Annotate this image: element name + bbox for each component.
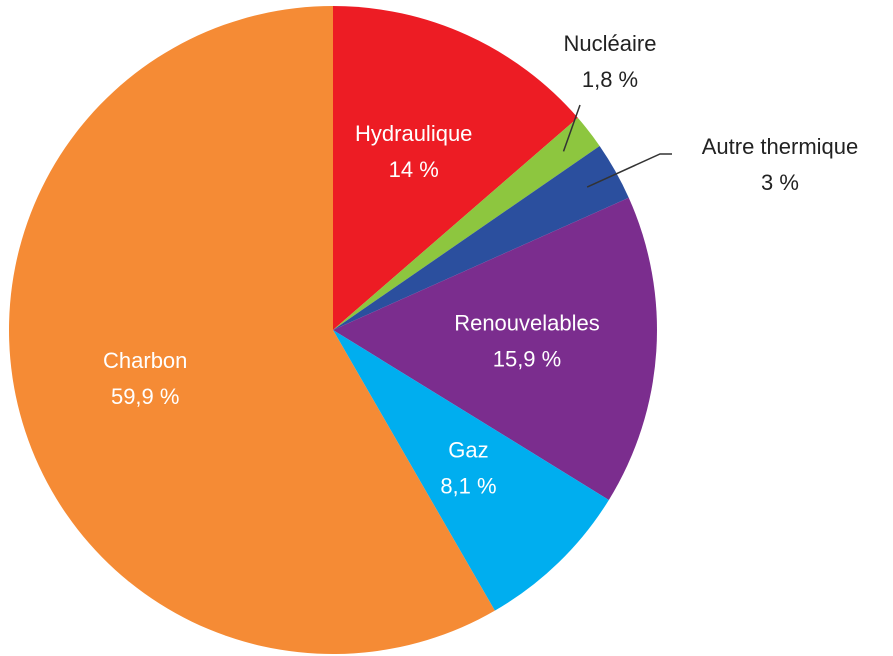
slice-value: 15,9 % bbox=[493, 347, 562, 372]
pie-slice bbox=[9, 6, 495, 654]
slice-label: Gaz bbox=[448, 437, 488, 462]
slice-value: 1,8 % bbox=[582, 67, 638, 92]
slice-label: Nucléaire bbox=[564, 31, 657, 56]
slice-label: Autre thermique bbox=[702, 134, 859, 159]
slice-label: Charbon bbox=[103, 348, 187, 373]
slice-value: 14 % bbox=[389, 157, 439, 182]
pie-slice bbox=[333, 197, 657, 500]
pie-slice bbox=[333, 117, 600, 330]
pie-slice bbox=[333, 330, 609, 611]
slice-label: Renouvelables bbox=[454, 311, 600, 336]
slice-label: Hydraulique bbox=[355, 121, 472, 146]
pie-slice bbox=[333, 6, 578, 330]
slice-value: 3 % bbox=[761, 170, 799, 195]
slice-value: 59,9 % bbox=[111, 384, 180, 409]
leader-line bbox=[586, 153, 672, 188]
leader-line bbox=[562, 104, 581, 152]
slice-value: 8,1 % bbox=[440, 473, 496, 498]
pie-slice bbox=[333, 145, 629, 330]
